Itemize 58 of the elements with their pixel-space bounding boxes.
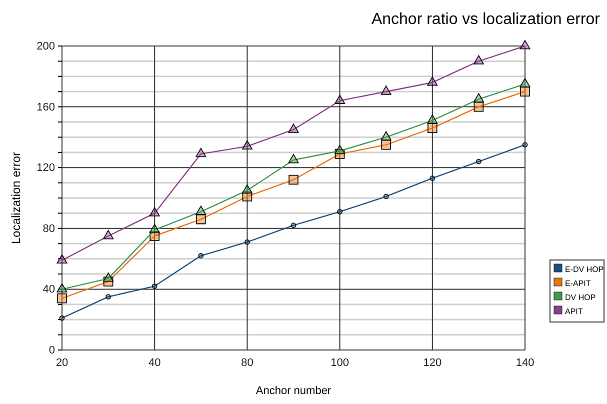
point (334, 144, 346, 154)
point (56, 254, 68, 264)
point (288, 174, 298, 185)
point (196, 214, 206, 224)
point (334, 94, 346, 104)
point (476, 158, 482, 164)
y-axis-title: Localization error (9, 152, 23, 244)
x-tick-label: 80 (241, 356, 254, 369)
point (430, 176, 436, 181)
point (244, 239, 250, 245)
point (149, 224, 160, 234)
point (106, 294, 112, 300)
point (149, 207, 160, 216)
point (427, 123, 438, 133)
point (522, 142, 528, 148)
point (196, 206, 206, 215)
point (56, 283, 68, 292)
x-tick-label: 100 (330, 356, 349, 369)
legend-label: APIT (565, 307, 583, 316)
x-axis-title: Anchor number (256, 385, 332, 397)
point (520, 78, 530, 88)
point (427, 114, 438, 124)
point (59, 315, 65, 321)
point (103, 230, 114, 240)
y-tick-label: 120 (36, 162, 55, 174)
point (380, 131, 392, 140)
point (196, 148, 206, 158)
x-tick-label: 140 (516, 356, 534, 369)
point (337, 208, 343, 214)
point (288, 154, 299, 164)
legend-label: DV HOP (565, 293, 596, 302)
point (381, 140, 392, 150)
point (380, 86, 392, 95)
point (242, 140, 252, 150)
point (103, 272, 114, 282)
point (473, 55, 484, 64)
point (520, 86, 530, 97)
point (152, 283, 158, 289)
point (57, 293, 67, 304)
point (288, 124, 299, 133)
point (198, 253, 204, 258)
y-tick-label: 40 (42, 284, 55, 296)
point (242, 184, 252, 194)
y-tick-label: 0 (48, 344, 55, 357)
y-tick-label: 200 (36, 40, 55, 53)
point (520, 40, 530, 50)
chart-title: Anchor ratio vs localization error (371, 11, 601, 28)
legend-label: E-DV HOP (565, 265, 604, 274)
y-tick-label: 80 (42, 222, 55, 235)
x-tick-label: 40 (148, 356, 161, 369)
x-tick-label: 20 (56, 356, 68, 369)
point (473, 93, 484, 102)
point (290, 222, 296, 228)
y-tick-label: 160 (36, 101, 55, 114)
x-tick-label: 120 (423, 356, 442, 369)
point (427, 76, 438, 86)
legend-label: E-APIT (565, 279, 591, 288)
point (383, 194, 389, 200)
